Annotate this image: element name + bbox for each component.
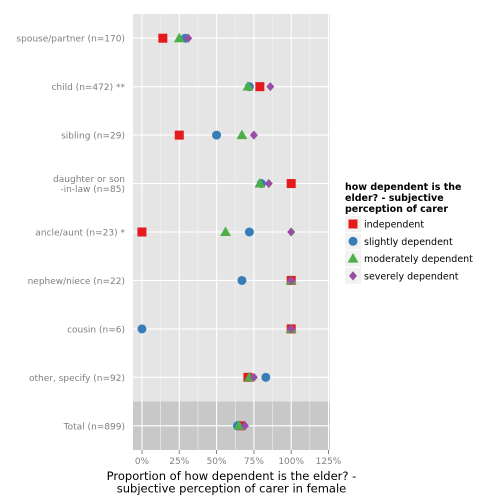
y-tick-label: ancle/aunt (n=23) *	[35, 229, 125, 239]
data-point-triangle	[220, 226, 231, 236]
data-point-triangle	[236, 129, 248, 140]
grid-lines	[133, 14, 330, 450]
x-axis-title: Proportion of how dependent is the elder…	[107, 469, 357, 496]
y-tick-label: child (n=472) **	[51, 83, 125, 93]
data-point-square	[158, 33, 168, 43]
data-point-diamond	[266, 82, 275, 92]
y-tick-label: Total (n=899)	[63, 422, 125, 432]
y-tick-label: other, specify (n=92)	[29, 374, 125, 384]
data-point-diamond	[184, 33, 193, 43]
x-tick-label: 75%	[244, 457, 264, 467]
y-tick-label: spouse/partner (n=170)	[16, 35, 125, 45]
y-tick-labels: spouse/partner (n=170) child (n=472) ** si…	[16, 35, 125, 433]
legend-title: how dependent is the elder? - subjective p…	[345, 182, 461, 215]
legend-label: severely dependent	[364, 271, 459, 282]
data-point-diamond	[264, 178, 273, 189]
legend-marker-triangle	[347, 253, 359, 263]
y-tick-label: nephew/niece (n=22)	[28, 277, 125, 287]
data-point-circle	[261, 372, 271, 382]
data-point-diamond	[287, 227, 296, 237]
data-point-square	[255, 82, 265, 92]
data-point-square	[137, 227, 147, 237]
data-point-diamond	[249, 130, 258, 140]
y-tick-label: cousin (n=6)	[67, 325, 125, 335]
data-points	[137, 32, 297, 431]
data-point-triangle	[233, 420, 245, 430]
data-point-triangle	[173, 32, 185, 43]
x-tick-label: 0%	[135, 457, 150, 467]
x-tick-label: 50%	[207, 457, 227, 467]
data-point-diamond	[287, 275, 296, 286]
x-tick-label: 100%	[278, 457, 304, 467]
legend-label: moderately dependent	[364, 254, 473, 265]
data-point-diamond	[240, 421, 249, 431]
legend-marker-circle	[348, 236, 358, 246]
data-point-triangle	[254, 177, 266, 188]
legend-marker-diamond	[349, 271, 357, 281]
data-point-diamond	[249, 372, 258, 382]
x-tick-label: 125%	[316, 457, 342, 467]
x-tick-labels: 0% 25% 50% 75% 100% 125%	[135, 450, 342, 467]
legend: how dependent is the elder? - subjective p…	[345, 182, 473, 284]
y-tick-label: daughter or son -in-law (n=85)	[53, 175, 125, 195]
legend-label: slightly dependent	[364, 237, 453, 248]
data-point-circle	[137, 324, 147, 334]
data-point-circle	[244, 227, 254, 237]
y-tick-label: sibling (n=29)	[61, 132, 125, 142]
x-tick-label: 25%	[169, 457, 189, 467]
data-point-square	[174, 130, 184, 140]
data-point-triangle	[242, 81, 254, 91]
legend-marker-square	[348, 219, 358, 229]
data-point-square	[286, 179, 296, 189]
legend-label: independent	[364, 220, 424, 231]
data-point-circle	[237, 275, 247, 285]
data-point-circle	[212, 130, 222, 140]
data-point-diamond	[287, 324, 296, 334]
